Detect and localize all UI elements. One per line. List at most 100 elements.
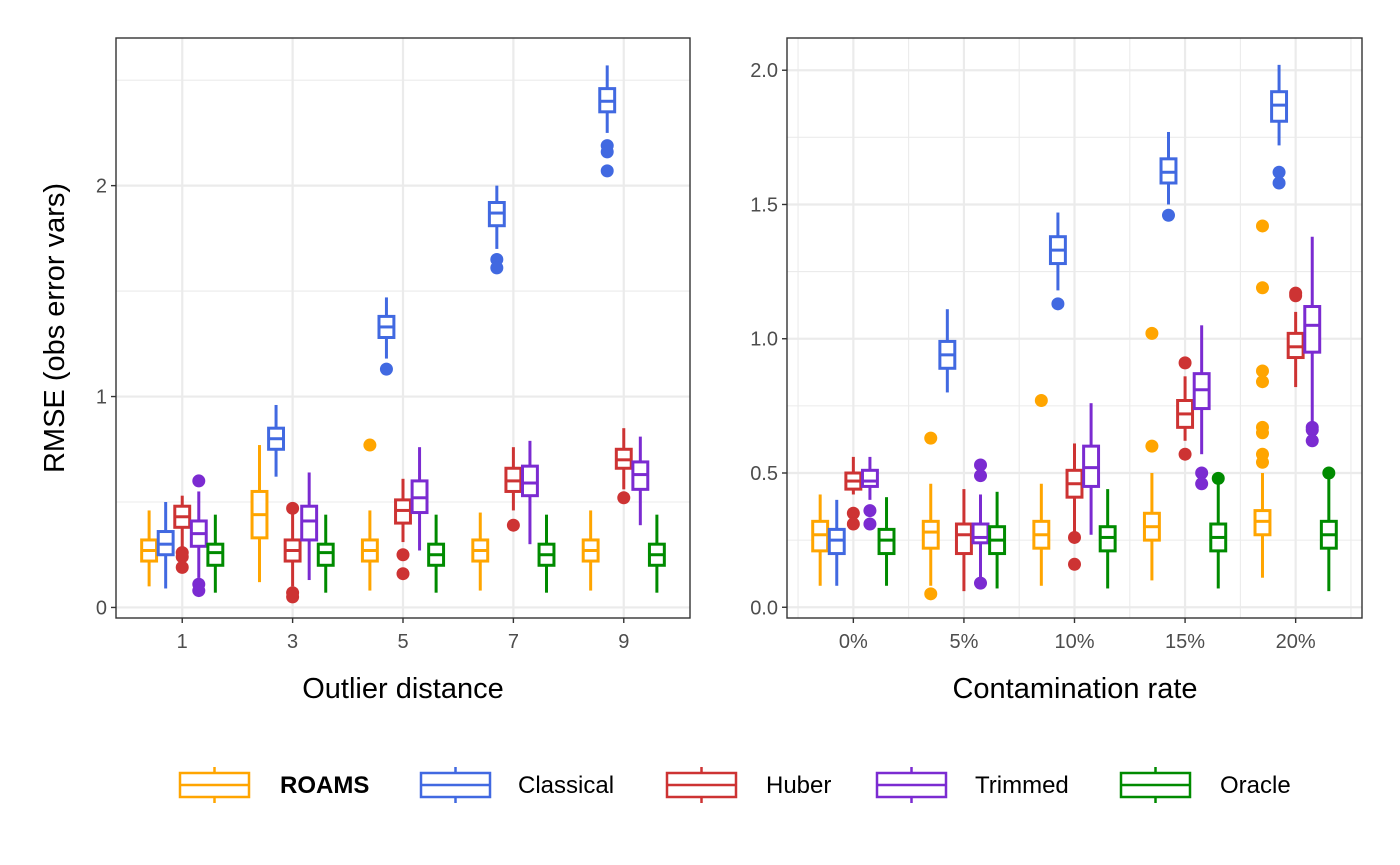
outlier-point: [1161, 208, 1175, 222]
right-x-axis-title: Contamination rate: [952, 673, 1197, 705]
outlier-point: [192, 584, 206, 598]
box-trimmed-15%: [1192, 325, 1211, 491]
y-tick-label: 0.5: [750, 463, 778, 485]
box-classical-7: [487, 185, 506, 275]
y-tick-label: 0: [96, 597, 107, 619]
x-tick-label: 5: [397, 631, 408, 653]
panel-left: 0 1 2 1 3 5 7 9 Outlier distance RMSE (obs err…: [39, 37, 691, 705]
box-huber-1: [173, 495, 192, 574]
box-roams-0%: [811, 494, 830, 586]
legend-label: ROAMS: [280, 772, 369, 799]
outlier-point: [1034, 394, 1048, 407]
series-classical: [156, 65, 617, 589]
legend-item-oracle: Oracle: [1119, 767, 1291, 803]
box-classical-20%: [1270, 64, 1289, 190]
box-roams-1: [140, 510, 159, 587]
box-iqr: [520, 464, 539, 498]
box-iqr: [954, 522, 973, 556]
outlier-point: [617, 491, 631, 505]
box-oracle-20%: [1319, 466, 1338, 592]
series-huber: [844, 286, 1305, 592]
y-tick-label: 0.0: [750, 597, 778, 619]
series-trimmed: [860, 236, 1322, 590]
box-roams-15%: [1142, 326, 1161, 581]
box-classical-10%: [1048, 212, 1067, 311]
outlier-point: [1305, 423, 1319, 437]
box-classical-1: [156, 502, 175, 589]
box-oracle-0%: [877, 497, 896, 586]
outlier-point: [1255, 364, 1269, 378]
outlier-point: [286, 590, 300, 604]
y-tick-label: 2: [96, 176, 107, 198]
box-iqr: [206, 542, 225, 567]
x-tick-label: 3: [287, 631, 298, 653]
box-iqr: [860, 468, 879, 488]
outlier-point: [974, 576, 988, 590]
outlier-point: [974, 469, 988, 483]
left-x-ticks: 1 3 5 7 9: [177, 618, 629, 653]
x-tick-label: 9: [618, 631, 629, 653]
box-roams-20%: [1253, 219, 1272, 578]
box-trimmed-5%: [971, 458, 990, 590]
legend-label: Trimmed: [975, 772, 1069, 799]
outlier-point: [1195, 477, 1209, 491]
outlier-point: [600, 164, 614, 178]
outlier-point: [846, 506, 860, 520]
box-huber-3: [283, 501, 302, 604]
legend-item-roams: ROAMS: [178, 767, 369, 803]
outlier-point: [1195, 466, 1209, 480]
outlier-point: [1322, 466, 1336, 480]
box-classical-0%: [827, 499, 846, 586]
series-roams: [140, 438, 600, 591]
right-y-ticks: 0.0 0.5 1.0 1.5 2.0: [750, 60, 787, 619]
outlier-point: [1255, 455, 1269, 469]
box-trimmed-0%: [860, 456, 879, 531]
series-trimmed: [189, 436, 650, 598]
outlier-point: [506, 518, 520, 532]
box-iqr: [971, 522, 990, 545]
right-marks: [811, 64, 1338, 601]
outlier-point: [1178, 447, 1192, 461]
outlier-point: [1272, 176, 1286, 190]
box-trimmed-10%: [1082, 403, 1101, 535]
outlier-point: [924, 587, 938, 601]
outlier-point: [924, 431, 938, 445]
outlier-point: [192, 474, 206, 488]
box-huber-5: [394, 478, 412, 581]
outlier-point: [1051, 297, 1065, 311]
x-tick-label: 5%: [949, 631, 978, 653]
series-oracle: [877, 466, 1338, 592]
legend-item-trimmed: Trimmed: [875, 767, 1069, 803]
box-classical-9: [598, 65, 617, 178]
box-classical-5%: [938, 309, 957, 393]
box-trimmed-5: [410, 447, 429, 551]
outlier-point: [396, 567, 410, 581]
box-iqr: [316, 542, 335, 567]
box-oracle-15%: [1209, 471, 1228, 589]
box-oracle-1: [206, 514, 225, 593]
box-huber-20%: [1286, 286, 1305, 388]
panel-right: 0.0 0.5 1.0 1.5 2.0 0% 5% 10% 15% 20% Contaminat…: [750, 37, 1363, 705]
right-x-ticks: 0% 5% 10% 15% 20%: [839, 618, 1316, 653]
outlier-point: [1305, 434, 1319, 448]
box-trimmed-9: [631, 436, 650, 526]
outlier-point: [286, 501, 300, 515]
outlier-point: [846, 517, 860, 531]
box-roams-5%: [921, 431, 940, 601]
box-oracle-5: [427, 514, 446, 593]
box-huber-7: [504, 447, 523, 532]
outlier-point: [1255, 426, 1269, 440]
outlier-point: [175, 550, 189, 564]
left-marks: [140, 65, 666, 604]
series-roams: [811, 219, 1272, 601]
legend-label: Huber: [766, 772, 831, 799]
box-roams-5: [360, 438, 379, 591]
box-oracle-3: [316, 514, 335, 593]
outlier-point: [1178, 356, 1192, 370]
box-iqr: [921, 519, 940, 550]
box-trimmed-7: [520, 440, 539, 545]
y-tick-label: 1: [96, 387, 107, 409]
outlier-point: [1255, 219, 1269, 233]
legend-label: Oracle: [1220, 772, 1291, 799]
